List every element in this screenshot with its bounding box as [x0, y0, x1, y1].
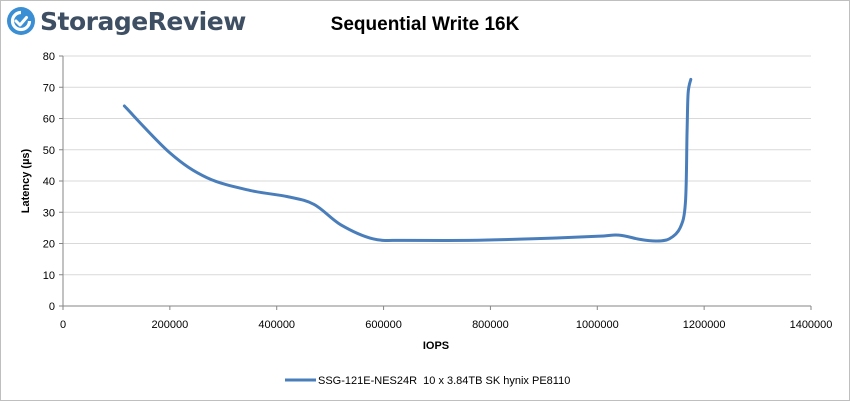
y-tick-label: 70 [43, 82, 55, 94]
series-lines [122, 77, 693, 243]
legend-label: SSG-121E-NES24R 10 x 3.84TB SK hynix PE8… [318, 375, 570, 387]
x-tick-label: 600000 [365, 319, 402, 331]
series-line [122, 77, 693, 243]
y-tick-labels: 0 10 20 30 40 50 60 70 80 [43, 51, 55, 313]
x-tick-label: 1200000 [683, 319, 726, 331]
brand-logo-text: StorageReview [40, 6, 246, 36]
grid-lines [63, 55, 811, 276]
x-tick-label: 200000 [151, 319, 188, 331]
x-tick-label: 1000000 [576, 319, 619, 331]
storagereview-logo-icon [7, 7, 35, 35]
y-tick-label: 30 [43, 207, 55, 219]
y-tick-label: 20 [43, 239, 55, 251]
axes [59, 55, 812, 310]
brand-logo: StorageReview [6, 4, 246, 38]
y-tick-label: 60 [43, 114, 55, 126]
x-tick-label: 0 [60, 319, 66, 331]
y-tick-label: 80 [43, 51, 55, 63]
x-axis-label: IOPS [423, 340, 449, 352]
y-tick-label: 0 [49, 301, 55, 313]
x-tick-label: 400000 [258, 319, 295, 331]
y-tick-label: 50 [43, 145, 55, 157]
legend: SSG-121E-NES24R 10 x 3.84TB SK hynix PE8… [285, 375, 570, 387]
y-tick-label: 10 [43, 270, 55, 282]
y-tick-label: 40 [43, 176, 55, 188]
chart-title: Sequential Write 16K [330, 14, 520, 35]
y-axis-label: Latency (µs) [20, 148, 32, 213]
x-tick-label: 1400000 [790, 319, 833, 331]
x-tick-label: 800000 [472, 319, 509, 331]
x-tick-labels: 0 200000 400000 600000 800000 1000000 1200000 1… [60, 319, 832, 331]
